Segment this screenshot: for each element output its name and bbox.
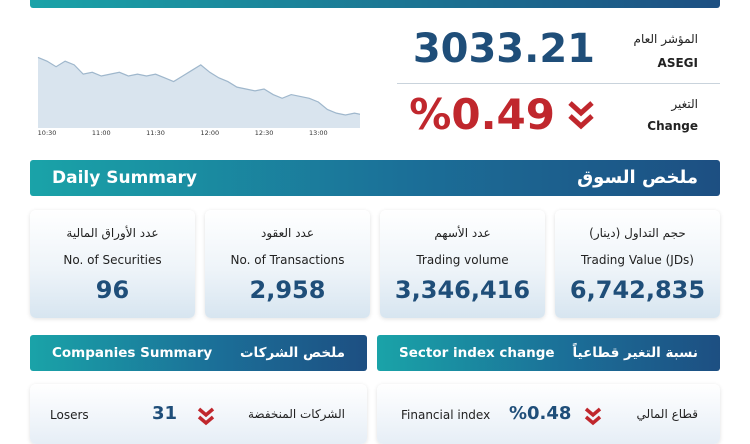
down-chevron (568, 101, 594, 130)
x-tick-label: 12:00 (200, 129, 219, 137)
title-en: Daily Summary (52, 168, 197, 188)
label-ar: حجم التداول (دينار) (589, 226, 686, 240)
card: عدد الأوراق المالية No. of Securities 96 (30, 210, 195, 318)
companies-row: Losers 31 الشركات المنخفضة (30, 384, 367, 444)
label-ar: قطاع المالي (636, 407, 698, 421)
card: حجم التداول (دينار) Trading Value (JDs) 6,… (555, 210, 720, 318)
title-en: Companies Summary (52, 345, 213, 361)
daily-summary-bar: Daily Summary ملخص السوق (30, 160, 720, 196)
label-en: No. of Securities (63, 253, 162, 267)
x-tick-label: 11:30 (146, 129, 165, 137)
x-tick-label: 11:00 (92, 129, 111, 137)
value: 3,346,416 (394, 276, 531, 304)
label-ar: عدد الأوراق المالية (66, 226, 159, 240)
index-value: 3033.21 (412, 26, 595, 72)
label-ar: الشركات المنخفضة (247, 407, 345, 421)
value: %0.48 (509, 403, 572, 424)
x-tick-label: 12:30 (255, 129, 274, 137)
top-bar (30, 0, 720, 8)
title-ar: ملخص الشركات (239, 345, 345, 361)
title-ar: نسبة التغير قطاعياً (572, 345, 698, 361)
title-en: Sector index change (399, 345, 555, 361)
label-en: Trading Value (JDs) (580, 253, 694, 267)
title-ar: ملخص السوق (577, 167, 698, 188)
index-label-en: ASEGI (657, 56, 698, 70)
label-ar: عدد الأسهم (434, 226, 491, 240)
down-chevron (197, 407, 215, 426)
sector-change-bar: Sector index change نسبة التغير قطاعياً (377, 335, 720, 371)
label-en: Losers (50, 408, 89, 422)
companies-summary-bar: Companies Summary ملخص الشركات (30, 335, 367, 371)
line (37, 56, 360, 116)
label-en: Trading volume (416, 253, 509, 267)
value: 96 (95, 276, 130, 304)
x-tick-label: 13:00 (309, 129, 328, 137)
label-en: No. of Transactions (230, 253, 345, 267)
value: 2,958 (249, 276, 326, 304)
down-chevron (584, 407, 602, 426)
value: 6,742,835 (569, 276, 706, 304)
sector-row: Financial index %0.48 قطاع المالي (377, 384, 720, 444)
label-ar: عدد العقود (260, 226, 314, 240)
card: عدد العقود No. of Transactions 2,958 (205, 210, 370, 318)
card: عدد الأسهم Trading volume 3,346,416 (380, 210, 545, 318)
page: {"chart_data":{"type":"line","color":"#9… (30, 0, 720, 444)
change-label-ar: التغير (671, 97, 698, 111)
x-tick-label: 10:30 (38, 129, 57, 137)
index-label-ar: المؤشر العام (633, 32, 698, 46)
change-label-en: Change (647, 119, 698, 133)
index-chart: 3040303010:3011:0011:3012:0012:3013:0013… (37, 56, 360, 137)
area (38, 57, 360, 128)
value: 31 (152, 403, 178, 424)
divider (397, 83, 720, 84)
change-value: %0.49 (409, 90, 555, 139)
label-en: Financial index (401, 408, 491, 422)
